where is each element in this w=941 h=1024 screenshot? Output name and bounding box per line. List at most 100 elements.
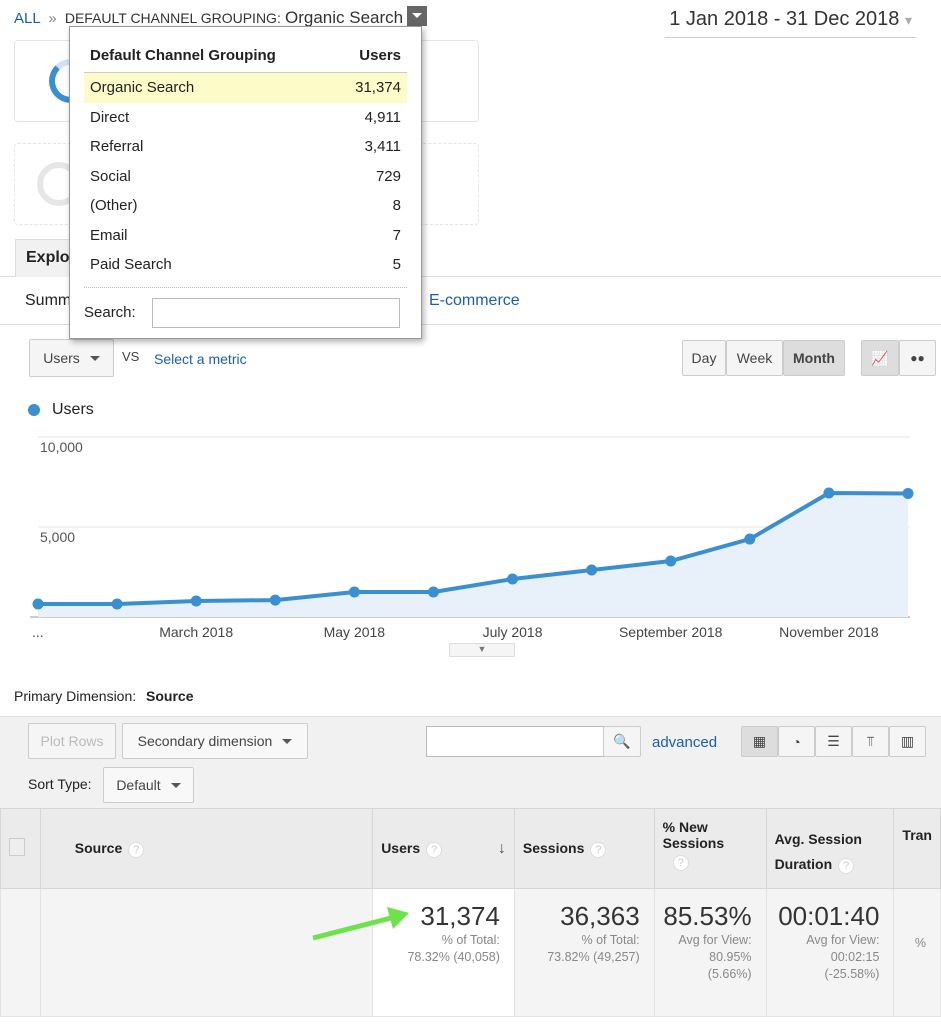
help-icon[interactable]: ? <box>838 858 855 874</box>
divider <box>0 324 941 325</box>
chart-collapse-handle[interactable]: ▼ <box>449 643 515 657</box>
total-users: 31,374 <box>420 901 500 931</box>
channel-grouping-popup: Default Channel Grouping Users Organic Se… <box>69 26 422 339</box>
help-icon[interactable]: ? <box>590 841 607 858</box>
chart-legend: Users <box>28 401 94 419</box>
popup-row-label: Social <box>90 167 131 185</box>
data-point[interactable] <box>427 586 439 598</box>
popup-row[interactable]: Direct 4,911 <box>84 103 407 133</box>
day-button[interactable]: Day <box>682 340 726 376</box>
pie-view-icon[interactable]: ◔ <box>778 726 815 757</box>
sort-type-label: Sort Type: <box>28 776 92 792</box>
popup-row-value: 3,411 <box>364 138 401 156</box>
search-button[interactable]: 🔍 <box>603 726 641 757</box>
table-view-icon[interactable]: ▦ <box>741 726 778 757</box>
divider <box>0 276 941 277</box>
data-point[interactable] <box>507 573 519 585</box>
duration-avg: 00:02:15 <box>830 950 880 964</box>
popup-row-label: Organic Search <box>90 79 195 97</box>
subtab-ecommerce[interactable]: E-commerce <box>429 292 520 309</box>
breadcrumb-value: Organic Search <box>285 8 404 27</box>
popup-row[interactable]: Email 7 <box>84 221 407 251</box>
breadcrumb-separator: » <box>48 10 57 27</box>
primary-dimension: Primary Dimension: Source <box>14 688 194 704</box>
data-table: Source? Users? ↓ Sessions? % New Sessions… <box>0 808 941 1017</box>
total-sessions-pct: 73.82% (49,257) <box>547 950 640 964</box>
line-chart-icon: 📈 <box>871 349 889 366</box>
duration-label: Avg for View: <box>806 933 880 947</box>
help-icon[interactable]: ? <box>672 855 689 871</box>
sort-type-select[interactable]: Default <box>103 767 194 803</box>
line-chart-toggle[interactable]: 📈 <box>861 340 899 376</box>
week-button[interactable]: Week <box>726 340 783 376</box>
secondary-dimension-label: Secondary dimension <box>137 733 273 749</box>
motion-chart-toggle[interactable]: ●● <box>899 340 936 376</box>
select-all-checkbox[interactable] <box>9 838 25 856</box>
header-source[interactable]: Source? <box>39 808 374 889</box>
popup-row[interactable]: Paid Search 5 <box>84 250 407 280</box>
header-users[interactable]: Users? ↓ <box>372 808 515 889</box>
metric-select-value: Users <box>43 350 80 366</box>
popup-col-channel: Default Channel Grouping <box>90 47 276 64</box>
sort-desc-icon: ↓ <box>497 839 506 857</box>
header-sessions[interactable]: Sessions? <box>513 808 655 889</box>
popup-search-input[interactable] <box>151 297 400 328</box>
primary-dimension-source[interactable]: Source <box>146 688 194 704</box>
secondary-dimension-select[interactable]: Secondary dimension <box>122 723 308 759</box>
popup-row-label: (Other) <box>90 197 138 215</box>
new-sessions-diff: (5.66%) <box>707 967 752 981</box>
data-point[interactable] <box>269 594 281 606</box>
month-button[interactable]: Month <box>783 340 845 376</box>
help-icon[interactable]: ? <box>426 841 443 858</box>
advanced-link[interactable]: advanced <box>652 734 718 751</box>
header-new-sessions[interactable]: % New Sessions? <box>653 808 767 889</box>
users-line-chart: 10,000 5,000... March 2018 May 2018 July 201… <box>30 436 914 640</box>
data-point[interactable] <box>665 555 677 567</box>
popup-row[interactable]: (Other) 8 <box>84 191 407 221</box>
select-metric-link[interactable]: Select a metric <box>154 351 247 367</box>
popup-row-label: Direct <box>90 108 130 126</box>
sort-type-value: Default <box>116 777 161 793</box>
help-icon[interactable]: ? <box>128 841 145 858</box>
data-point[interactable] <box>348 586 360 598</box>
data-point[interactable] <box>586 564 598 576</box>
data-point[interactable] <box>111 598 123 610</box>
popup-row-label: Referral <box>90 138 144 156</box>
data-point[interactable] <box>744 533 756 545</box>
chevron-down-icon <box>170 782 181 793</box>
popup-row-value: 729 <box>375 167 401 185</box>
pivot-view-icon[interactable]: ▥ <box>889 726 926 757</box>
total-users-label: % of Total: <box>441 933 500 947</box>
popup-row[interactable]: Organic Search 31,374 <box>84 73 407 103</box>
data-point[interactable] <box>823 487 835 499</box>
legend-label: Users <box>52 401 94 418</box>
metric-select[interactable]: Users <box>29 339 114 377</box>
popup-row[interactable]: Referral 3,411 <box>84 132 407 162</box>
data-point[interactable] <box>190 595 202 607</box>
x-tick-label: November 2018 <box>779 624 879 640</box>
date-range-picker[interactable]: 1 Jan 2018 - 31 Dec 2018 ▾ <box>665 8 916 38</box>
plot-rows-button[interactable]: Plot Rows <box>28 723 116 759</box>
header-transactions[interactable]: Tran <box>893 808 941 889</box>
popup-row-value: 8 <box>392 197 401 215</box>
header-avg-duration[interactable]: Avg. Session Duration? <box>765 808 895 889</box>
x-tick-label: ... <box>32 624 44 640</box>
x-tick-label: July 2018 <box>483 624 543 640</box>
dropdown-arrow-icon[interactable] <box>407 6 428 26</box>
data-point[interactable] <box>902 488 914 500</box>
performance-view-icon[interactable]: ☰ <box>815 726 852 757</box>
popup-search-label: Search: <box>84 304 136 321</box>
data-point[interactable] <box>32 598 44 610</box>
breadcrumb-all-link[interactable]: ALL <box>14 10 41 27</box>
popup-row[interactable]: Social 729 <box>84 162 407 192</box>
popup-row-value: 4,911 <box>364 108 401 126</box>
comparison-view-icon[interactable]: ⫪ <box>852 726 889 757</box>
subtab-summary[interactable]: Summ <box>25 292 72 309</box>
view-toggle-group: ▦ ◔ ☰ ⫪ ▥ <box>741 726 926 757</box>
y-tick-label: 5,000 <box>40 529 75 545</box>
area-fill <box>38 492 908 617</box>
popup-row-value: 31,374 <box>355 79 401 97</box>
table-search-input[interactable] <box>426 726 604 757</box>
popup-row-value: 7 <box>392 226 401 244</box>
tab-explorer[interactable]: Explo <box>15 239 75 277</box>
